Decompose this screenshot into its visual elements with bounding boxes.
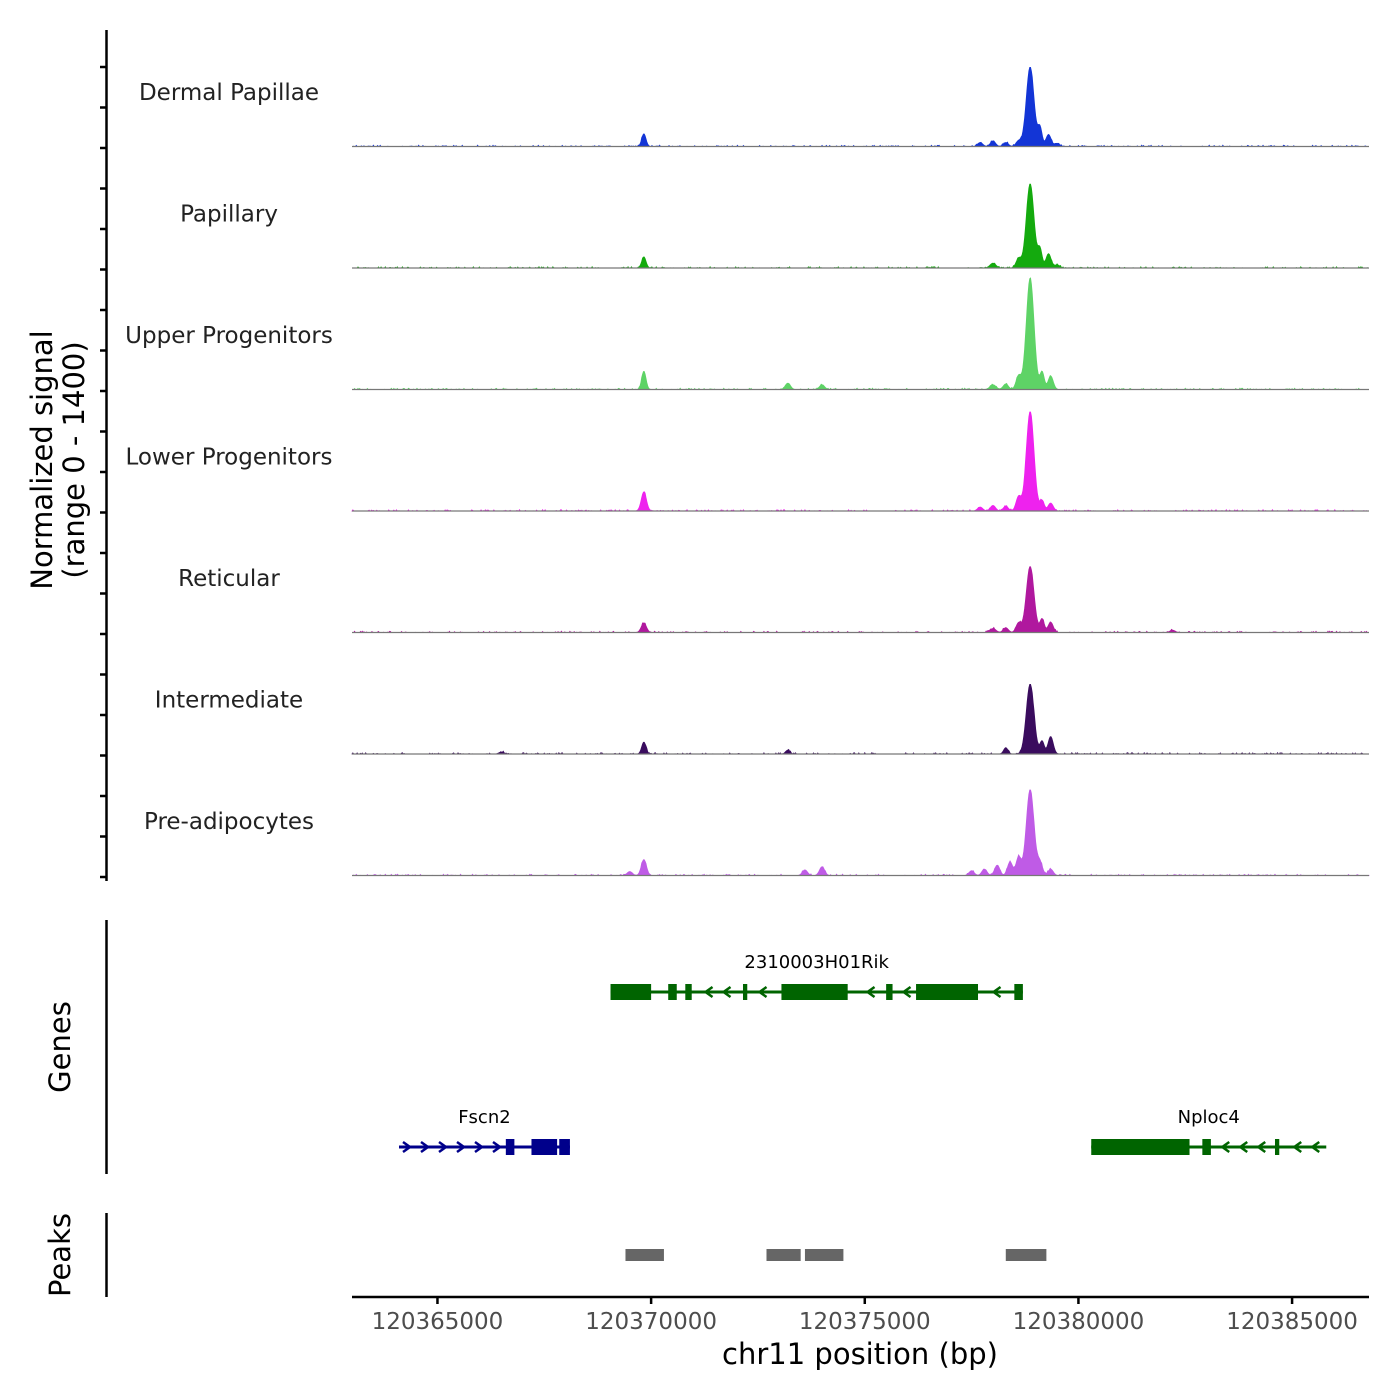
- peaks-panel-label: Peaks: [43, 1213, 77, 1297]
- coverage-area-papillary: [352, 183, 1369, 269]
- gene-exon: [559, 1139, 570, 1155]
- track-reticular: Reticular: [178, 566, 1369, 634]
- strand-arrow: [1220, 1140, 1230, 1154]
- y-axis-title-line1: Normalized signal: [25, 330, 59, 589]
- x-tick-label: 120370000: [585, 1309, 717, 1335]
- coverage-area-reticular: [352, 566, 1369, 634]
- y-axis-title: Normalized signal (range 0 - 1400): [25, 330, 91, 589]
- gene-exon: [1014, 984, 1023, 1000]
- track-lower-progenitors: Lower Progenitors: [126, 411, 1369, 512]
- coverage-area-upper-progenitors: [352, 277, 1369, 391]
- track-intermediate: Intermediate: [155, 683, 1369, 755]
- coverage-y-ticks: [100, 65, 106, 879]
- track-label-reticular: Reticular: [178, 566, 280, 592]
- strand-arrow: [474, 1140, 485, 1154]
- coverage-panel: Dermal Papillae Papillary Upper Progenitor…: [25, 30, 1370, 881]
- gene-exon: [886, 984, 893, 1000]
- track-pre-adipocytes: Pre-adipocytes: [144, 789, 1370, 877]
- strand-arrow: [1310, 1140, 1320, 1154]
- gene-exon: [1202, 1139, 1211, 1155]
- gene-exon: [742, 984, 748, 1000]
- coverage-area-dermal-papillae: [352, 66, 1369, 148]
- x-tick-label: 120385000: [1226, 1309, 1358, 1335]
- peak-bar: [1005, 1249, 1047, 1261]
- gene-exon: [916, 984, 979, 1000]
- gene-exon: [610, 984, 652, 1000]
- strand-arrow: [1238, 1140, 1248, 1154]
- strand-arrow: [402, 1140, 413, 1154]
- track-papillary: Papillary: [180, 183, 1369, 269]
- gene-fscn2: Fscn2: [399, 1107, 570, 1155]
- x-tick-label: 120365000: [372, 1309, 504, 1335]
- strand-arrow: [1256, 1140, 1266, 1154]
- strand-arrow: [991, 985, 1002, 999]
- track-label-intermediate: Intermediate: [155, 688, 303, 714]
- strand-arrow: [492, 1140, 503, 1154]
- strand-arrow: [438, 1140, 449, 1154]
- peak-bar: [625, 1249, 664, 1261]
- gene-label-fscn2: Fscn2: [458, 1107, 511, 1128]
- track-label-lower-progenitors: Lower Progenitors: [126, 445, 333, 471]
- strand-arrow: [1292, 1140, 1302, 1154]
- gene-label-2310003h01rik: 2310003H01Rik: [744, 952, 889, 973]
- track-label-upper-progenitors: Upper Progenitors: [125, 323, 333, 349]
- gene-label-nploc4: Nploc4: [1178, 1107, 1240, 1128]
- gene-exon: [1091, 1139, 1190, 1155]
- peak-bars: [625, 1249, 1047, 1261]
- gene-2310003h01rik: 2310003H01Rik: [610, 952, 1023, 1000]
- x-tick-label: 120375000: [799, 1309, 931, 1335]
- gene-exon: [1274, 1139, 1280, 1155]
- strand-arrow: [901, 985, 912, 999]
- gene-exon: [505, 1139, 515, 1155]
- gene-nploc4: Nploc4: [1091, 1107, 1327, 1155]
- x-axis-title: chr11 position (bp): [722, 1337, 998, 1371]
- y-axis-title-line2: (range 0 - 1400): [57, 341, 91, 578]
- peak-bar: [766, 1249, 801, 1261]
- genes-panel-label: Genes: [43, 1001, 77, 1093]
- gene-exon: [531, 1139, 558, 1155]
- gene-exon: [685, 984, 692, 1000]
- x-tick-label: 120380000: [1013, 1309, 1145, 1335]
- peak-bar: [804, 1249, 844, 1261]
- track-label-papillary: Papillary: [180, 202, 278, 228]
- track-upper-progenitors: Upper Progenitors: [125, 277, 1369, 391]
- strand-arrow: [456, 1140, 467, 1154]
- track-label-dermal-papillae: Dermal Papillae: [139, 80, 319, 106]
- coverage-area-lower-progenitors: [351, 411, 1369, 512]
- strand-arrow: [757, 985, 768, 999]
- x-axis-ticks: 120365000 120370000 120375000 120380000 1203…: [372, 1297, 1358, 1335]
- track-dermal-papillae: Dermal Papillae: [139, 66, 1369, 148]
- strand-arrow: [865, 985, 876, 999]
- coverage-tracks: Dermal Papillae Papillary Upper Progenitor…: [125, 66, 1370, 877]
- x-axis: 120365000 120370000 120375000 120380000 1203…: [352, 1295, 1369, 1371]
- strand-arrow: [721, 985, 732, 999]
- gene-models: 2310003H01Rik Fscn2 Nploc4: [399, 952, 1327, 1155]
- strand-arrow: [703, 985, 714, 999]
- strand-arrow: [420, 1140, 431, 1154]
- genes-panel: Genes 2310003H01Rik Fscn2 Nploc4: [43, 920, 1327, 1174]
- peaks-panel: Peaks: [43, 1213, 1047, 1297]
- gene-exon: [781, 984, 848, 1000]
- coverage-area-intermediate: [351, 683, 1369, 755]
- coverage-area-pre-adipocytes: [352, 789, 1370, 877]
- gene-exon: [668, 984, 677, 1000]
- track-label-pre-adipocytes: Pre-adipocytes: [144, 809, 314, 835]
